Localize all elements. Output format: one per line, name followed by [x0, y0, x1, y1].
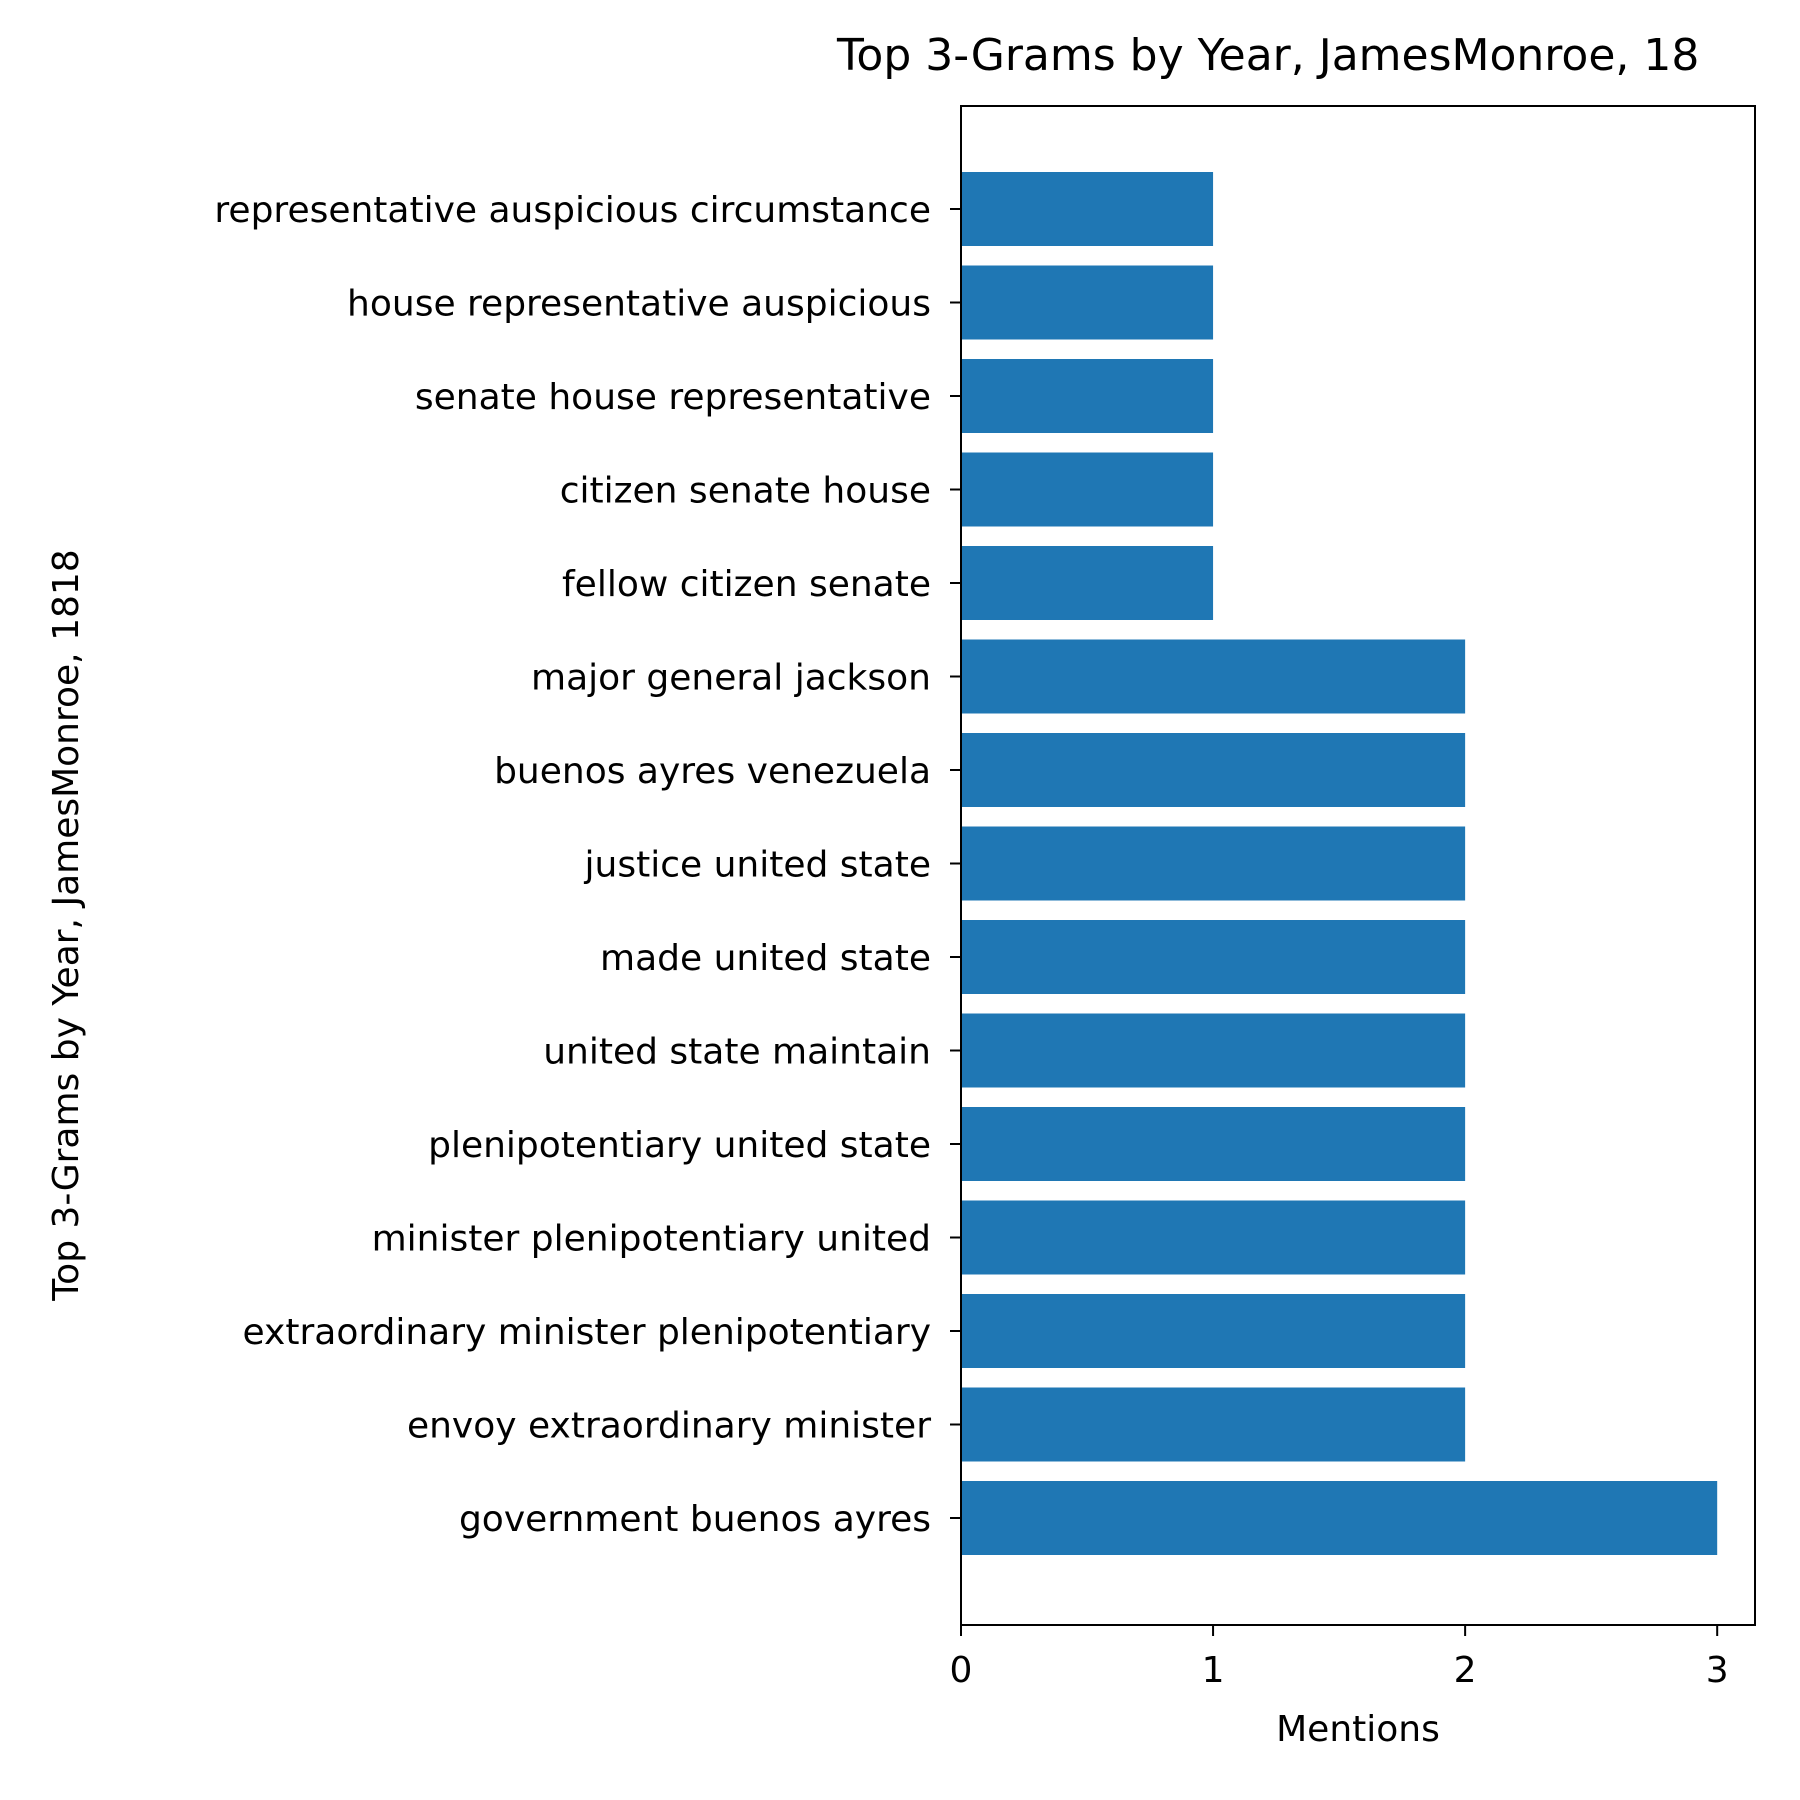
y-tick-label: fellow citizen senate [562, 564, 931, 605]
y-tick-label: senate house representative [415, 377, 931, 418]
bar [961, 1013, 1466, 1088]
bar [961, 1200, 1466, 1275]
y-tick-label: government buenos ayres [459, 1499, 931, 1540]
bar [961, 920, 1466, 994]
bar [961, 1481, 1718, 1555]
chart-title: Top 3-Grams by Year, JamesMonroe, 18 [836, 30, 1699, 81]
bar [961, 546, 1214, 620]
bar [961, 1294, 1466, 1368]
bar [961, 733, 1466, 807]
bars-group [961, 172, 1718, 1555]
x-tick-label: 0 [950, 1650, 973, 1691]
bar [961, 826, 1466, 901]
plot-frame [960, 105, 1756, 1626]
bar [961, 265, 1214, 340]
x-axis-label: Mentions [1276, 1709, 1440, 1750]
y-tick-label: united state maintain [543, 1032, 931, 1073]
y-tick-label: minister plenipotentiary united [372, 1219, 931, 1260]
bar [961, 1107, 1466, 1181]
y-tick-label: major general jackson [531, 658, 931, 699]
y-axis-label: Top 3-Grams by Year, JamesMonroe, 1818 [46, 549, 87, 1301]
bar [961, 452, 1214, 527]
y-tick-label: representative auspicious circumstance [214, 190, 931, 231]
bar [961, 359, 1214, 433]
bar [961, 639, 1466, 714]
y-tick-label: extraordinary minister plenipotentiary [243, 1312, 931, 1353]
y-tick-label: citizen senate house [560, 471, 931, 512]
bar [961, 1387, 1466, 1462]
x-tick-label: 3 [1706, 1650, 1729, 1691]
y-tick-label: made united state [600, 938, 931, 979]
x-tick-label: 1 [1202, 1650, 1225, 1691]
x-axis-ticks: 0 1 2 3 [950, 1625, 1729, 1691]
bar [961, 172, 1214, 246]
y-axis-ticks: government buenos ayres envoy extraordina… [214, 190, 961, 1540]
x-tick-label: 2 [1454, 1650, 1477, 1691]
y-tick-label: justice united state [584, 845, 931, 886]
y-tick-label: envoy extraordinary minister [407, 1406, 931, 1447]
y-tick-label: house representative auspicious [347, 284, 931, 325]
y-tick-label: buenos ayres venezuela [494, 751, 931, 792]
y-tick-label: plenipotentiary united state [428, 1125, 931, 1166]
